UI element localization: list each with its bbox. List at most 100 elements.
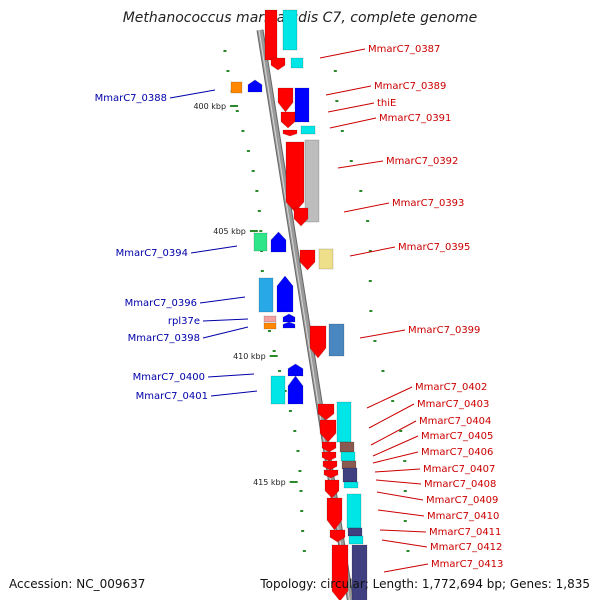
tick-mark <box>269 355 278 357</box>
label-leader <box>383 563 429 573</box>
forward-gene-arrow <box>280 111 296 129</box>
label-leader <box>379 529 427 533</box>
reverse-gene-arrow <box>287 363 304 377</box>
gc-mark <box>335 100 339 102</box>
gene-label-forward: MmarC7_0387 <box>368 44 440 55</box>
gene-label-reverse: MmarC7_0388 <box>95 93 167 104</box>
label-leader <box>368 403 415 429</box>
cds-box <box>336 401 352 443</box>
reverse-gene-arrow <box>282 321 296 329</box>
gene-label-forward: MmarC7_0412 <box>430 542 502 553</box>
gc-mark <box>259 230 263 232</box>
gene-label-forward: MmarC7_0410 <box>427 511 499 522</box>
gc-mark <box>257 210 261 212</box>
forward-gene-arrow <box>270 57 286 71</box>
cds-box <box>351 544 368 600</box>
map-title: Methanococcus maripaludis C7, complete g… <box>122 10 478 26</box>
gene-label-forward: thiE <box>377 98 396 109</box>
forward-gene-arrow <box>322 460 338 471</box>
gene-label-forward: MmarC7_0393 <box>392 198 464 209</box>
label-leader <box>319 48 366 59</box>
gc-mark <box>298 470 302 472</box>
forward-gene-arrow <box>309 325 327 359</box>
cds-box <box>347 527 363 537</box>
gene-label-reverse: MmarC7_0394 <box>116 248 188 259</box>
gene-label-forward: MmarC7_0413 <box>431 559 503 570</box>
gc-mark <box>293 430 297 432</box>
gc-mark <box>333 70 337 72</box>
gc-mark <box>301 530 305 532</box>
label-leader <box>327 102 375 113</box>
gene-labels: MmarC7_0387 MmarC7_0389 thiE MmarC7_0391 Mma… <box>95 44 503 573</box>
forward-gene-arrow <box>323 469 339 479</box>
tick-label: 415 kbp <box>253 478 286 487</box>
label-leader <box>359 329 406 339</box>
gc-mark <box>403 520 407 522</box>
forward-gene-arrow <box>293 207 309 227</box>
reverse-gene <box>294 87 310 123</box>
forward-gene <box>264 9 278 61</box>
cds-box <box>263 315 277 323</box>
gc-mark <box>278 370 282 372</box>
reverse-gene-arrow <box>282 313 296 323</box>
gc-mark <box>340 130 344 132</box>
cds-box <box>258 277 274 313</box>
cds-box <box>263 322 277 330</box>
gc-mark <box>255 190 259 192</box>
forward-gene-arrow <box>277 87 294 113</box>
forward-gene-arrow <box>329 529 346 543</box>
label-leader <box>349 246 396 257</box>
gc-mark <box>359 190 363 192</box>
gene-label-reverse: MmarC7_0400 <box>133 372 205 383</box>
gene-label-reverse: MmarC7_0401 <box>136 391 208 402</box>
cds-box <box>340 451 356 462</box>
gc-mark <box>296 450 300 452</box>
gene-label-forward: MmarC7_0403 <box>417 399 489 410</box>
reverse-gene-arrow <box>276 275 294 313</box>
gc-mark <box>223 50 227 52</box>
gc-mark <box>251 170 255 172</box>
tick-mark <box>289 481 298 483</box>
cds-box <box>318 248 334 270</box>
gc-mark <box>366 220 370 222</box>
label-leader <box>337 160 384 169</box>
label-leader <box>343 202 390 213</box>
label-leader <box>202 326 249 339</box>
label-leader <box>375 479 422 485</box>
label-leader <box>366 386 413 409</box>
label-leader <box>377 509 425 517</box>
cds-box <box>253 232 268 252</box>
gc-mark <box>349 160 353 162</box>
gc-mark <box>235 110 239 112</box>
gene-label-reverse: rpl37e <box>168 316 200 327</box>
gc-mark <box>226 70 230 72</box>
genome-summary: Topology: circular; Length: 1,772,694 bp… <box>260 577 590 591</box>
cds-box <box>290 57 304 69</box>
gene-label-forward: MmarC7_0399 <box>408 325 480 336</box>
gc-mark <box>260 270 264 272</box>
label-leader <box>202 318 249 322</box>
gene-label-forward: MmarC7_0395 <box>398 242 470 253</box>
label-leader <box>372 435 419 457</box>
gc-mark <box>272 350 276 352</box>
gene-label-forward: MmarC7_0411 <box>429 527 501 538</box>
forward-gene-arrow <box>285 141 305 213</box>
label-leader <box>381 539 428 548</box>
forward-gene-arrow <box>282 129 298 137</box>
gc-mark <box>373 340 377 342</box>
scale-ticks: 400 kbp 405 kbp 410 kbp 415 kbp <box>193 102 298 487</box>
gc-mark <box>403 460 407 462</box>
gene-label-forward: MmarC7_0389 <box>374 81 446 92</box>
label-leader <box>370 420 417 446</box>
label-leader <box>190 245 238 254</box>
tick-label: 400 kbp <box>193 102 226 111</box>
gc-mark <box>299 490 303 492</box>
gc-mark <box>300 510 304 512</box>
gene-label-forward: MmarC7_0392 <box>386 156 458 167</box>
gc-mark <box>391 400 395 402</box>
gene-label-forward: MmarC7_0391 <box>379 113 451 124</box>
gene-label-forward: MmarC7_0405 <box>421 431 493 442</box>
gc-mark <box>368 280 372 282</box>
forward-gene-arrow <box>319 419 337 443</box>
gc-mark <box>267 330 271 332</box>
